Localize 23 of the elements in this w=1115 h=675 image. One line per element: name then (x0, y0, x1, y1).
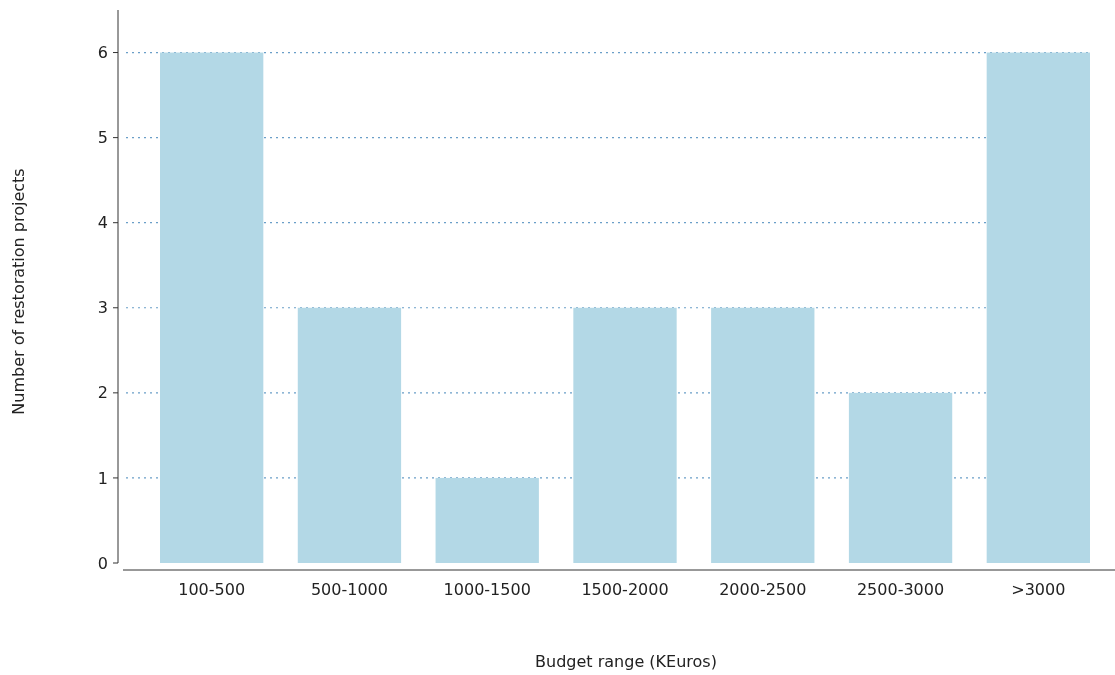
y-tick-label: 2 (97, 383, 108, 403)
bar (848, 392, 953, 563)
x-tick-label: 1000-1500 (443, 580, 531, 599)
y-axis-title: Number of restoration projects (9, 168, 28, 415)
x-tick-label: 2000-2500 (719, 580, 807, 599)
x-tick-label: >3000 (1011, 580, 1066, 599)
x-axis-title: Budget range (KEuros) (535, 652, 717, 671)
bar (711, 307, 815, 563)
bar (297, 307, 402, 563)
x-tick-label: 500-1000 (310, 580, 388, 599)
y-tick-label: 5 (97, 128, 108, 148)
bar (986, 52, 1090, 563)
x-tick-label: 100-500 (178, 580, 246, 599)
x-tick-label: 2500-3000 (856, 580, 945, 599)
y-tick-label: 6 (97, 43, 108, 63)
bar (573, 307, 677, 563)
bar (160, 52, 264, 563)
y-tick-label: 1 (97, 468, 108, 488)
y-tick-label: 3 (97, 298, 108, 318)
y-tick-label: 0 (97, 553, 108, 573)
x-tick-label: 1500-2000 (581, 580, 669, 599)
y-tick-label: 4 (97, 213, 108, 233)
bar (435, 477, 539, 563)
